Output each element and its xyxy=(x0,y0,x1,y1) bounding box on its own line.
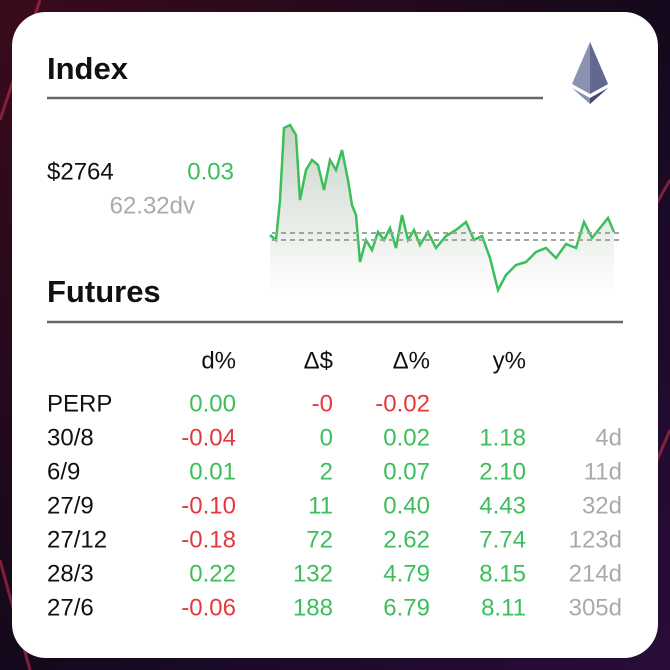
cell-value: 8.15 xyxy=(479,560,526,587)
days-to-expiry: 11d xyxy=(584,458,622,485)
column-header: Δ% xyxy=(393,347,430,374)
cell-value: 2.10 xyxy=(479,458,526,485)
cell-value: 188 xyxy=(293,594,333,621)
sparkline xyxy=(269,123,622,295)
column-header: y% xyxy=(493,347,526,374)
days-to-expiry: 214d xyxy=(569,560,622,587)
cell-value: 7.74 xyxy=(479,526,526,553)
contract-name: PERP xyxy=(47,390,112,417)
days-to-expiry: 4d xyxy=(595,424,622,451)
cell-value: -0.18 xyxy=(181,526,236,553)
cell-value: 1.18 xyxy=(479,424,526,451)
contract-name: 6/9 xyxy=(47,458,80,485)
cell-value: 2 xyxy=(320,458,333,485)
card xyxy=(12,12,658,658)
cell-value: -0 xyxy=(312,390,333,417)
cell-value: -0.02 xyxy=(375,390,430,417)
contract-name: 27/9 xyxy=(47,492,94,519)
contract-name: 28/3 xyxy=(47,560,94,587)
contract-name: 30/8 xyxy=(47,424,94,451)
price: $2764 xyxy=(47,158,114,185)
cell-value: 6.79 xyxy=(383,594,430,621)
cell-value: -0.10 xyxy=(181,492,236,519)
cell-value: 11 xyxy=(308,492,333,519)
cell-value: -0.06 xyxy=(181,594,236,621)
cell-value: 0.00 xyxy=(189,390,236,417)
futures-title: Futures xyxy=(47,274,161,309)
cell-value: 0.01 xyxy=(189,458,236,485)
cell-value: 4.43 xyxy=(479,492,526,519)
days-to-expiry: 123d xyxy=(569,526,622,553)
cell-value: 0.22 xyxy=(189,560,236,587)
eth-logo xyxy=(572,42,608,104)
days-to-expiry: 32d xyxy=(582,492,622,519)
cell-value: 4.79 xyxy=(383,560,430,587)
change: 0.03 xyxy=(187,158,234,185)
days-to-expiry: 305d xyxy=(569,594,622,621)
contract-name: 27/12 xyxy=(47,526,107,553)
contract-name: 27/6 xyxy=(47,594,94,621)
cell-value: 2.62 xyxy=(383,526,430,553)
cell-value: 0.07 xyxy=(383,458,430,485)
cell-value: 8.11 xyxy=(481,594,526,621)
cell-value: 72 xyxy=(306,526,333,553)
column-header: Δ$ xyxy=(304,347,333,374)
volume: 62.32dv xyxy=(110,192,195,219)
cell-value: -0.04 xyxy=(181,424,236,451)
column-header: d% xyxy=(201,347,236,374)
cell-value: 0.02 xyxy=(383,424,430,451)
cell-value: 132 xyxy=(293,560,333,587)
index-title: Index xyxy=(47,51,129,86)
cell-value: 0.40 xyxy=(383,492,430,519)
cell-value: 0 xyxy=(320,424,333,451)
